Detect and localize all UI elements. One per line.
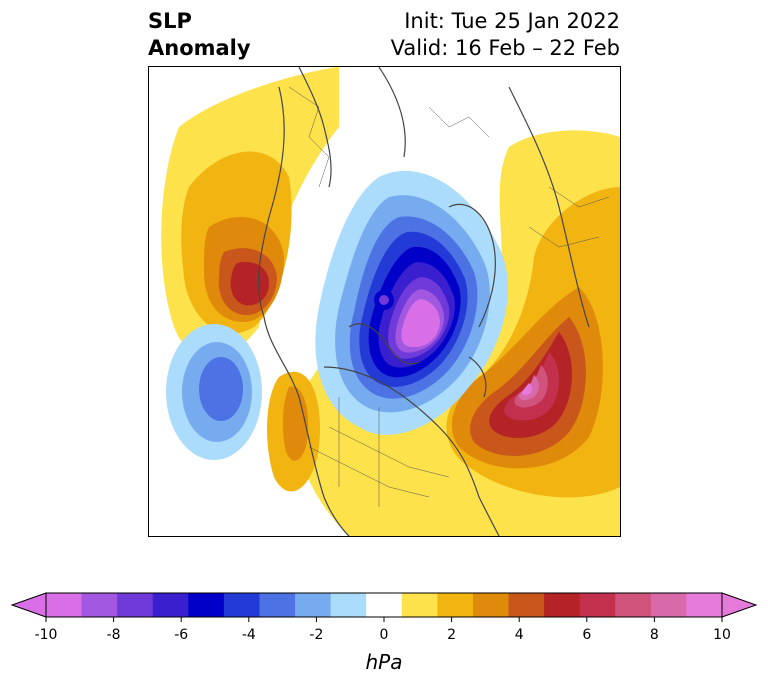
colorbar-segment	[544, 593, 581, 617]
positive-anomaly-east	[296, 130, 620, 536]
colorbar-segment	[152, 593, 189, 617]
colorbar-tick-label: 6	[582, 627, 592, 643]
colorbar-segment	[579, 593, 616, 617]
anomaly-map	[161, 67, 620, 536]
colorbar-segment	[650, 593, 687, 617]
colorbar-segment	[117, 593, 154, 617]
positive-anomaly-south	[267, 371, 320, 492]
colorbar-segment	[295, 593, 332, 617]
colorbar-tick-label: 10	[713, 627, 731, 643]
colorbar-segment	[188, 593, 225, 617]
colorbar-segment	[366, 593, 403, 617]
coastlines	[257, 67, 590, 536]
colorbar-segment	[437, 593, 474, 617]
colorbar-over-arrow	[721, 592, 758, 618]
negative-anomaly-pacific	[166, 324, 262, 460]
colorbar-segment	[508, 593, 545, 617]
colorbar-tick-label: -8	[106, 627, 121, 643]
colorbar-tick-label: -10	[34, 627, 58, 643]
colorbar-segment	[259, 593, 296, 617]
positive-anomaly-west	[161, 67, 339, 357]
colorbar-segment	[330, 593, 367, 617]
colorbar-segment	[615, 593, 652, 617]
colorbar-unit-label: hPa	[365, 650, 403, 674]
negative-anomaly-polar	[315, 170, 508, 435]
colorbar-tick-label: 2	[447, 627, 457, 643]
colorbar-segment	[46, 593, 83, 617]
colorbar-segment	[472, 593, 510, 617]
country-borders	[288, 86, 610, 507]
colorbar-tick-label: -6	[174, 627, 189, 643]
colorbar-tick-label: 0	[379, 627, 389, 643]
colorbar-tick-label: 8	[649, 627, 659, 643]
colorbar-tick-label: -2	[309, 627, 324, 643]
init-date: Init: Tue 25 Jan 2022	[404, 9, 620, 33]
colorbar-segment	[81, 593, 118, 617]
colorbar-segment	[401, 593, 438, 617]
title-variable: SLP	[148, 9, 192, 33]
title-right: Init: Tue 25 Jan 2022 Valid: 16 Feb – 22…	[391, 8, 620, 62]
colorbar-under-arrow	[10, 592, 47, 618]
title-variable-sub: Anomaly	[148, 36, 251, 60]
colorbar-tick-label: 4	[514, 627, 524, 643]
valid-range: Valid: 16 Feb – 22 Feb	[390, 36, 620, 60]
colorbar-segment	[223, 593, 260, 617]
title-left: SLP Anomaly	[148, 8, 251, 62]
colorbar	[10, 592, 758, 622]
colorbar-tick-label: -4	[241, 627, 256, 643]
colorbar-segment	[686, 593, 723, 617]
map-panel	[148, 66, 621, 537]
